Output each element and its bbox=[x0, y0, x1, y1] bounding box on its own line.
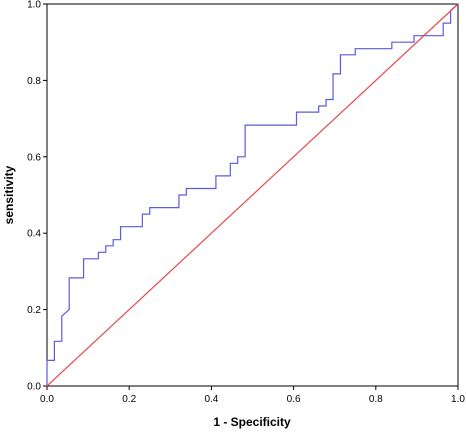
roc-curve-line bbox=[46, 3, 459, 386]
y-tick-label: 0.0 bbox=[27, 382, 41, 393]
y-axis: 0.0 0.2 0.4 0.6 0.8 1.0 bbox=[27, 0, 47, 393]
y-tick-label: 1.0 bbox=[27, 0, 41, 11]
x-axis: 0.0 0.2 0.4 0.6 0.8 1.0 bbox=[40, 386, 465, 405]
y-tick-label: 0.6 bbox=[27, 152, 41, 163]
x-tick-label: 0.0 bbox=[40, 394, 54, 405]
x-tick-label: 1.0 bbox=[451, 394, 465, 405]
x-tick-label: 0.6 bbox=[287, 394, 301, 405]
x-tick-label: 0.2 bbox=[122, 394, 136, 405]
x-axis-title: 1 - Specificity bbox=[213, 415, 291, 429]
y-tick-label: 0.4 bbox=[27, 229, 41, 240]
x-tick-label: 0.4 bbox=[204, 394, 218, 405]
x-tick-label: 0.8 bbox=[369, 394, 383, 405]
y-tick-label: 0.2 bbox=[27, 305, 41, 316]
reference-diagonal-line bbox=[46, 3, 459, 387]
series-layer bbox=[46, 3, 459, 387]
y-tick-label: 0.8 bbox=[27, 76, 41, 87]
y-axis-title: sensitivity bbox=[2, 165, 16, 224]
